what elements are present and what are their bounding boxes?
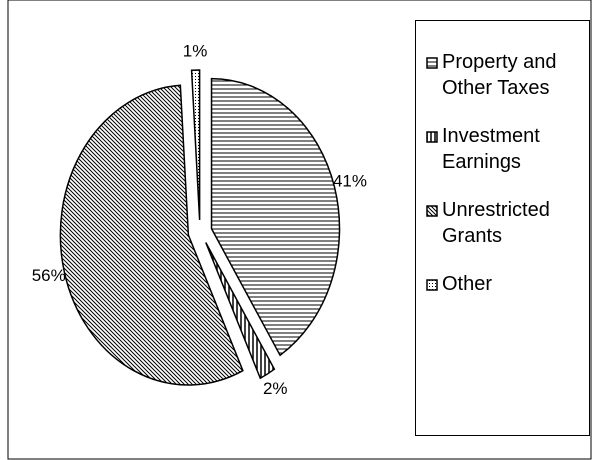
legend-entry: Property and Other Taxes bbox=[426, 49, 585, 101]
legend-swatch bbox=[426, 131, 438, 143]
swatch bbox=[426, 57, 438, 69]
data-label: 2% bbox=[263, 379, 288, 398]
legend-label: Other bbox=[442, 273, 493, 295]
legend-swatch bbox=[426, 279, 438, 291]
pie-slice bbox=[190, 69, 201, 221]
swatch bbox=[426, 205, 438, 217]
pie-slice bbox=[210, 77, 341, 357]
legend-entry: Other bbox=[426, 271, 585, 297]
pie-slice bbox=[205, 242, 276, 380]
legend-swatch bbox=[426, 205, 438, 217]
data-label: 56% bbox=[32, 266, 66, 285]
swatch bbox=[426, 131, 438, 143]
data-label: 41% bbox=[333, 171, 367, 190]
frame bbox=[7, 0, 592, 460]
legend-entry: Investment Earnings bbox=[426, 123, 585, 175]
legend-label: Investment Earnings bbox=[442, 125, 540, 173]
legend-label: Unrestricted Grants bbox=[442, 199, 550, 247]
legend: Property and Other Taxes Investment Earni… bbox=[415, 20, 590, 436]
legend-swatch bbox=[426, 57, 438, 69]
legend-entry: Unrestricted Grants bbox=[426, 197, 585, 249]
pie-slice bbox=[59, 84, 244, 386]
data-label: 1% bbox=[183, 42, 208, 61]
swatch bbox=[426, 279, 438, 291]
legend-label: Property and Other Taxes bbox=[442, 51, 557, 99]
